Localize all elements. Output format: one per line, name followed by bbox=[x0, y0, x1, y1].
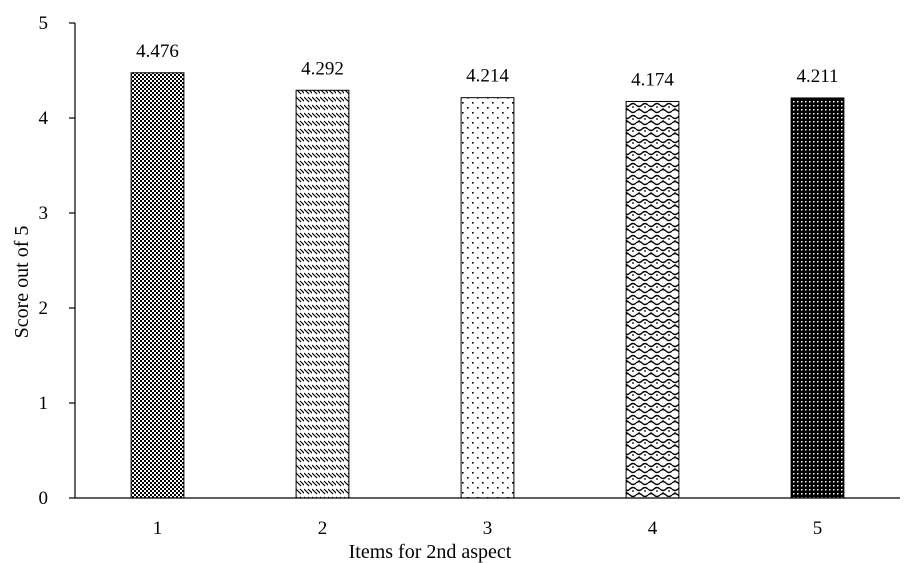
x-axis-title: Items for 2nd aspect bbox=[349, 541, 512, 563]
bar-item-5 bbox=[790, 97, 845, 499]
data-label-1: 4.476 bbox=[136, 41, 179, 62]
y-tick-label: 0 bbox=[39, 488, 49, 509]
bar-item-4 bbox=[625, 100, 680, 499]
y-tick-label: 3 bbox=[39, 203, 49, 224]
y-tick-label: 1 bbox=[39, 393, 49, 414]
x-tick-label: 2 bbox=[318, 518, 328, 539]
y-tick-label: 5 bbox=[39, 13, 49, 34]
data-label-3: 4.214 bbox=[466, 66, 509, 87]
x-tick-label: 4 bbox=[648, 518, 658, 539]
bar-item-3 bbox=[460, 97, 515, 499]
data-label-2: 4.292 bbox=[301, 58, 344, 79]
x-tick-label: 5 bbox=[813, 518, 823, 539]
data-label-4: 4.174 bbox=[631, 69, 674, 90]
bar-item-1 bbox=[130, 72, 185, 499]
y-tick-label: 4 bbox=[39, 108, 49, 129]
x-tick-label: 1 bbox=[153, 518, 163, 539]
plot-area: 4.476 4.292 4.214 4.174 4.211 bbox=[130, 41, 845, 499]
y-tick-label: 2 bbox=[39, 298, 49, 319]
y-axis-title: Score out of 5 bbox=[11, 226, 33, 339]
x-tick-label: 3 bbox=[483, 518, 493, 539]
data-label-5: 4.211 bbox=[796, 66, 838, 87]
y-axis-ticks: 0 1 2 3 4 5 bbox=[39, 13, 75, 509]
bar-item-2 bbox=[295, 89, 350, 499]
x-axis-ticks: 1 2 3 4 5 bbox=[153, 518, 823, 539]
